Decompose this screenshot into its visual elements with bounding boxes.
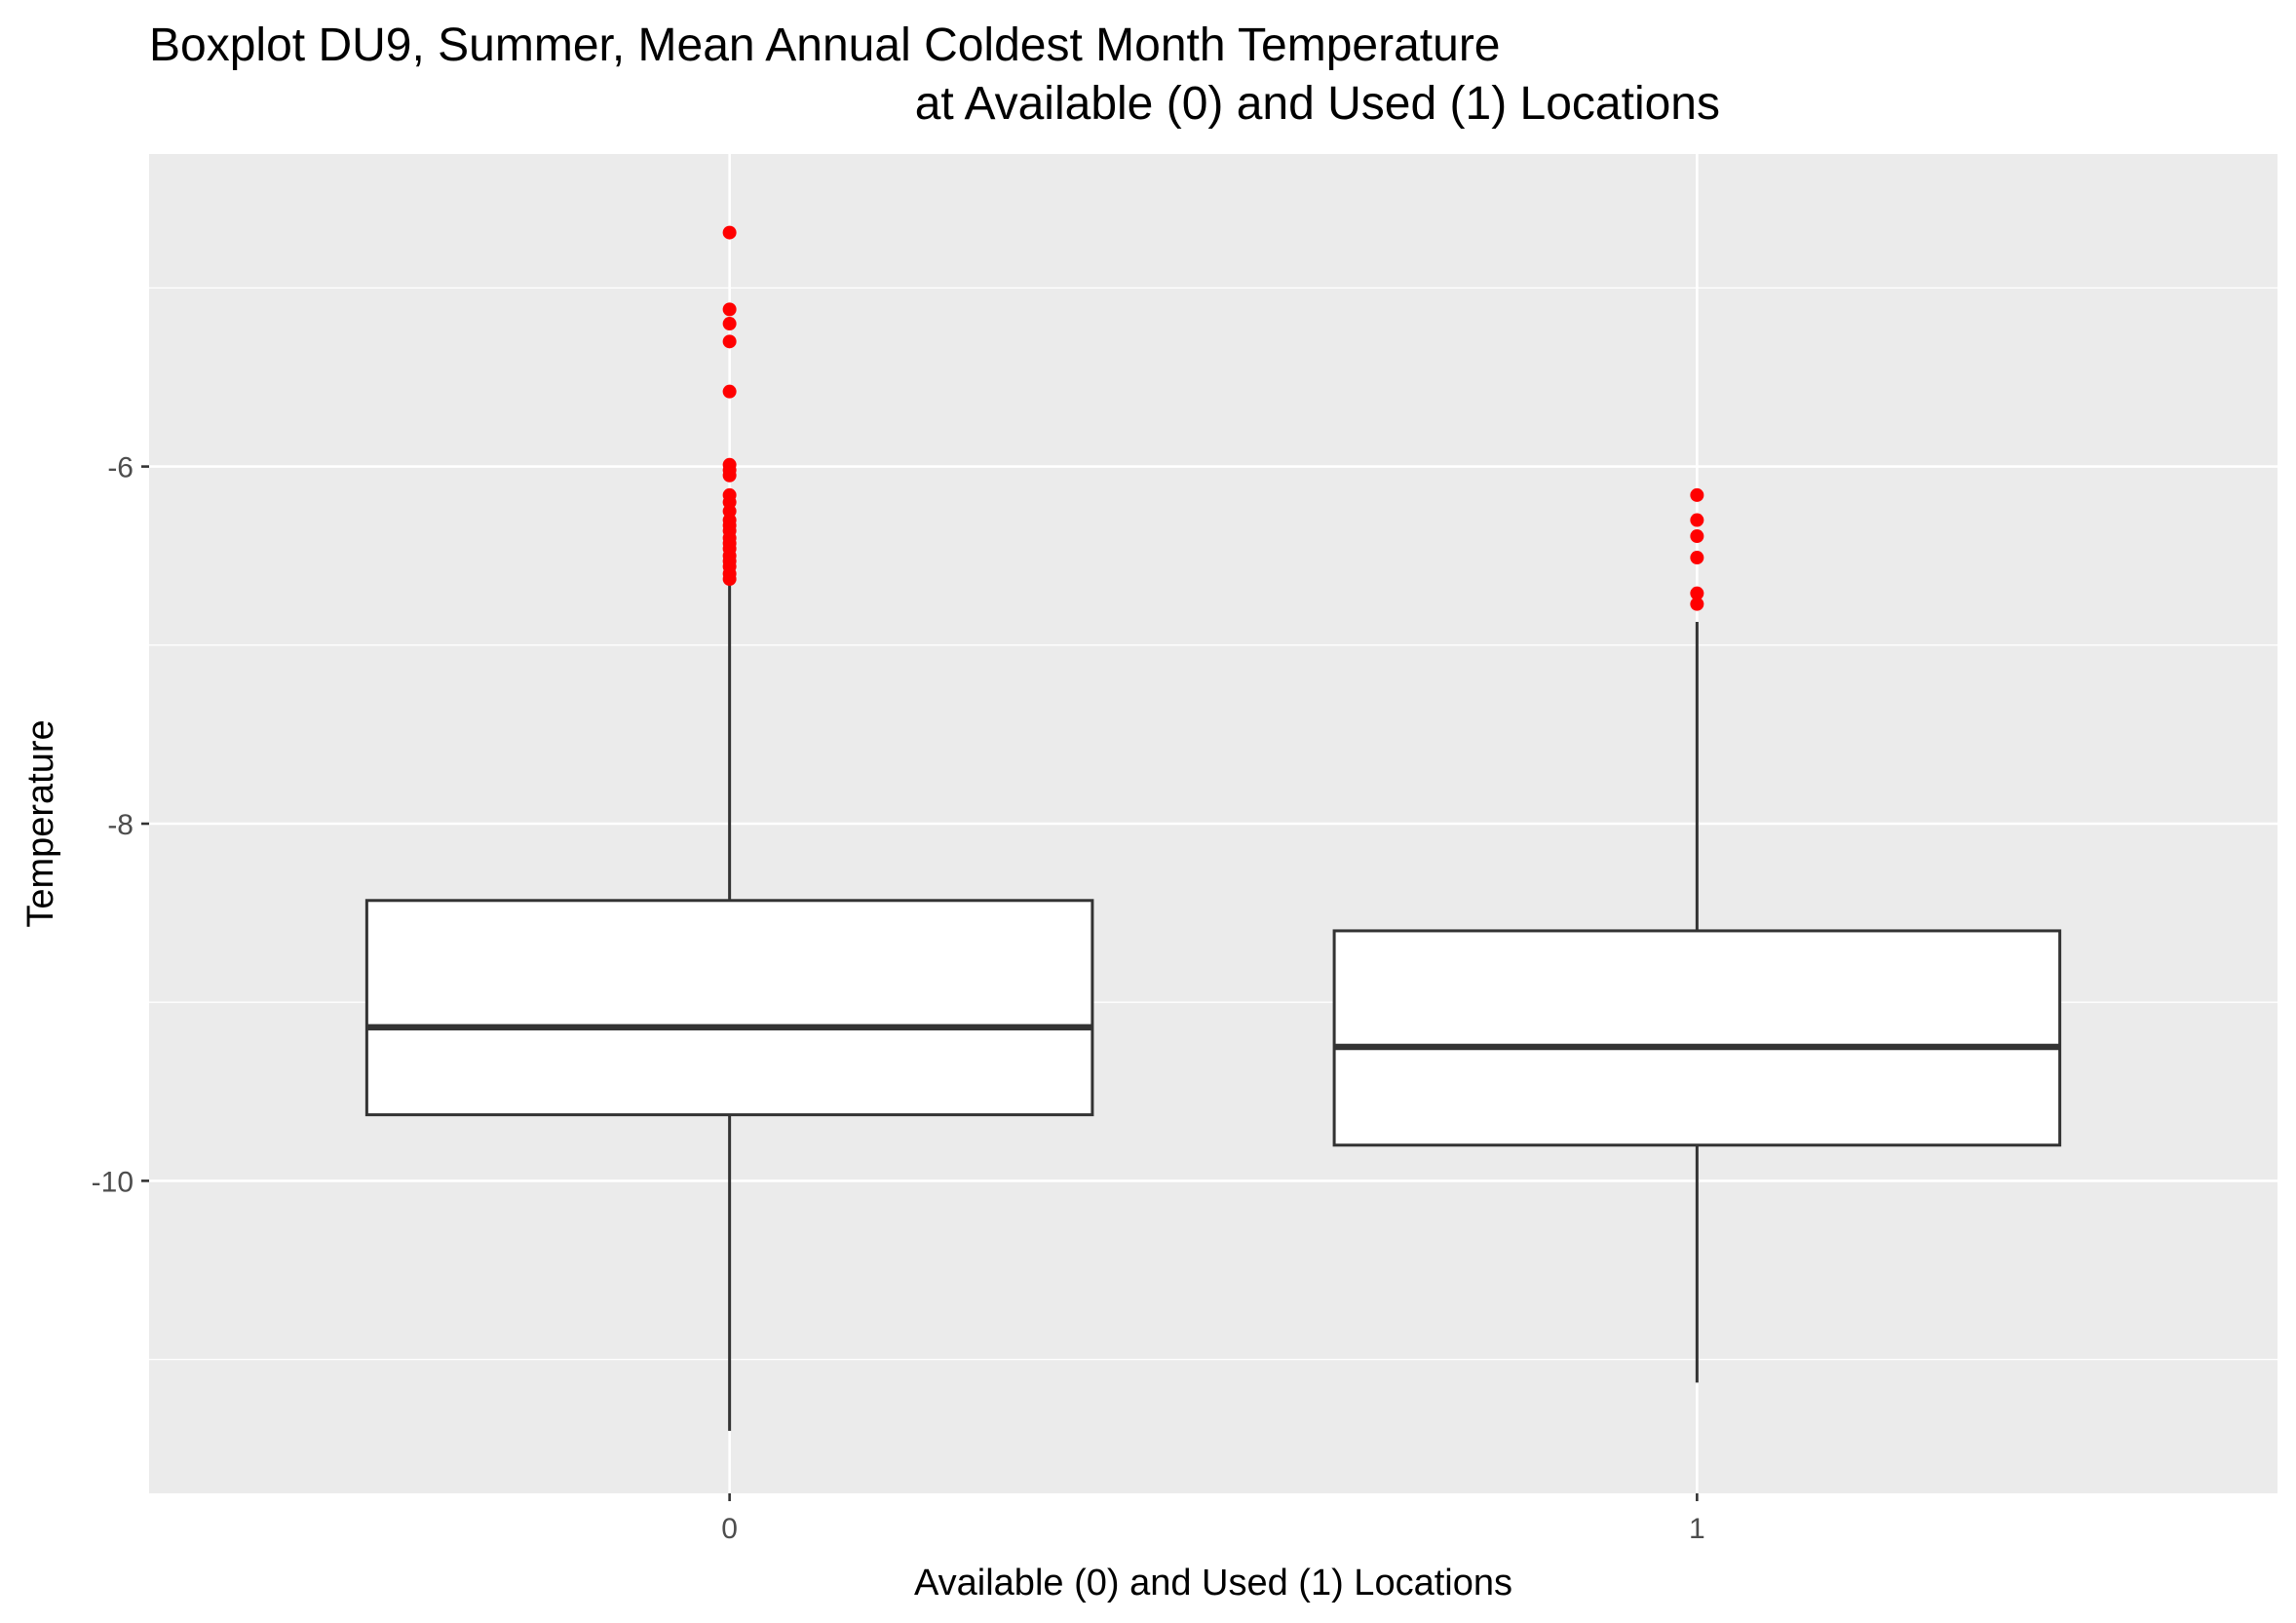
- outlier-point-0-4: [722, 384, 737, 399]
- box-group-1: [1332, 621, 2062, 1383]
- box-1: [1332, 929, 2062, 1147]
- outlier-point-1-2: [1690, 529, 1704, 544]
- x-tick-label-1: 1: [1689, 1513, 1705, 1545]
- outlier-point-0-2: [722, 317, 737, 331]
- box-0: [364, 899, 1094, 1117]
- axes: -10 -8 -6 0 1: [92, 452, 1705, 1545]
- y-tick-label-2: -6: [107, 452, 134, 484]
- x-tick-label-0: 0: [721, 1513, 738, 1545]
- outlier-point-1-3: [1690, 551, 1704, 565]
- box-group-0: [364, 573, 1094, 1431]
- outlier-point-0-0: [722, 225, 737, 240]
- outlier-point-0-1: [722, 302, 737, 317]
- outlier-point-1-0: [1690, 487, 1704, 502]
- x-axis-title: Available (0) and Used (1) Locations: [914, 1563, 1512, 1604]
- y-axis-title: Temperature: [20, 719, 61, 927]
- y-tick-label-0: -10: [92, 1166, 134, 1198]
- outlier-point-0-3: [722, 334, 737, 349]
- outliers: [722, 225, 1704, 611]
- outlier-point-0-7: [722, 468, 737, 483]
- outlier-point-1-4: [1690, 586, 1704, 600]
- chart-title-line-2: at Available (0) and Used (1) Locations: [915, 78, 1720, 130]
- chart-title-line-1: Boxplot DU9, Summer, Mean Annual Coldest…: [149, 19, 1501, 71]
- grid-lines: [149, 154, 2277, 1493]
- outlier-point-1-1: [1690, 513, 1704, 527]
- y-tick-label-1: -8: [107, 809, 134, 841]
- boxes: [364, 573, 2062, 1431]
- outlier-point-1-5: [1690, 597, 1704, 611]
- outlier-point-0-21: [722, 572, 737, 587]
